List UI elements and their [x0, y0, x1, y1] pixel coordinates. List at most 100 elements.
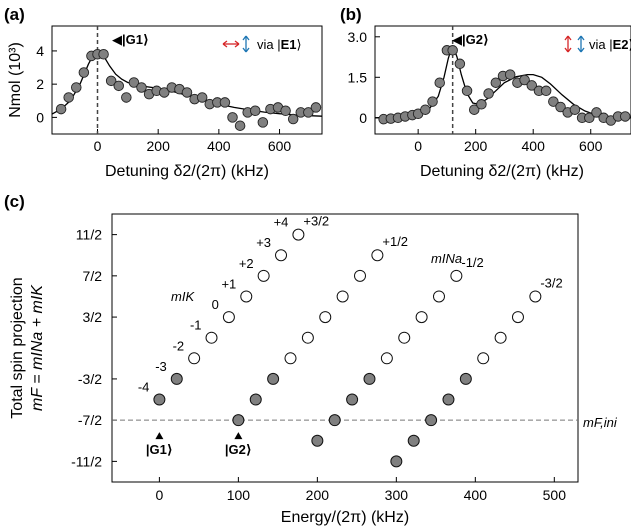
- panel-c-state-point: [232, 414, 245, 427]
- panel-c-x-tick-label: 200: [306, 487, 330, 503]
- panel-c-state-point: [284, 352, 297, 365]
- panel-a-data-point: [196, 92, 208, 103]
- panel-c-y-tick-label: -11/2: [71, 453, 102, 469]
- panel-a-y-tick-label: 4: [36, 43, 44, 59]
- panel-b-data-point: [427, 96, 438, 107]
- panel-c-plot: 0 100 200 300 400 500 11/2 7/2 3/2 -3/2 -7/2 -11/2…: [9, 213, 618, 526]
- panel-label-b: (b): [340, 5, 362, 24]
- panel-a-data-point: [78, 67, 90, 78]
- panel-b-data-point: [420, 104, 431, 115]
- panel-b-data-point: [526, 80, 538, 91]
- panel-b-x-tick-label: 600: [579, 138, 603, 154]
- panel-c-x-tick-label: 500: [543, 487, 567, 503]
- panel-c-series-label: -1/2: [461, 255, 483, 270]
- panel-c-series-label: +3/2: [303, 214, 329, 229]
- panel-b-y-tick-label: 1.5: [348, 69, 368, 85]
- panel-c-x-label: Energy/(2π) (kHz): [281, 509, 409, 526]
- panel-b-data-point: [555, 101, 566, 113]
- panel-c-y-tick-label: 3/2: [83, 309, 103, 325]
- panel-b-data-point: [504, 69, 516, 80]
- panel-c-state-point: [301, 331, 314, 344]
- panel-b-frame: [374, 25, 631, 135]
- panel-b-red-arrow-icon: [564, 35, 572, 53]
- panel-c-state-point: [267, 372, 280, 385]
- panel-c-x-tick-label: 0: [155, 487, 163, 503]
- panel-a-data-point: [121, 92, 132, 103]
- panel-c-marker-triangle-icon: [155, 432, 164, 440]
- panel-b-y-tick-label: 3.0: [348, 29, 368, 45]
- panel-a-data-point: [113, 80, 124, 92]
- panel-b-data-point: [468, 104, 480, 115]
- panel-c-state-point: [222, 311, 235, 324]
- panel-b-data-point: [519, 74, 530, 86]
- panel-a-state-label: ◀|G1⟩: [112, 32, 149, 47]
- panel-c-y-tick-label: -7/2: [78, 412, 102, 428]
- panel-c-state-point: [328, 414, 341, 427]
- panel-b-plot: 0 200 400 600 0 1.5 3.0 Detuning δ2/(2π) (kHz…: [348, 25, 631, 180]
- panel-c-series-label: -3/2: [540, 275, 562, 290]
- panel-c-state-point: [432, 290, 445, 303]
- panel-c-state-point: [425, 414, 438, 427]
- panel-b-data-point: [476, 99, 487, 110]
- panel-c-mik-label: -1: [190, 318, 202, 333]
- panel-a-data-point: [71, 82, 82, 93]
- panel-c-mik-label: +1: [221, 276, 236, 291]
- panel-b-fit-curve: [374, 46, 631, 119]
- panel-a-blue-arrow-icon: [242, 35, 250, 53]
- panel-c-state-point: [371, 249, 384, 262]
- panel-a-frame: [51, 25, 323, 135]
- panel-a-data-point: [55, 103, 67, 115]
- panel-c-state-point: [205, 331, 218, 344]
- panel-b-data-point: [591, 107, 602, 118]
- panel-c-x-tick-label: 100: [227, 487, 251, 503]
- panel-label-a: (a): [4, 5, 25, 24]
- panel-c-mik-label: -4: [138, 380, 150, 395]
- panel-a-data-point: [158, 87, 170, 98]
- panel-a-data-point: [303, 107, 314, 118]
- panel-a-red-arrow-icon: [222, 40, 240, 48]
- panel-c-marker-label: |G1⟩: [146, 442, 173, 457]
- panel-c-state-point: [275, 249, 288, 262]
- panel-b-via-label: via |E2⟩: [589, 37, 631, 52]
- panel-b-data-point: [461, 85, 473, 97]
- panel-a-data-point: [128, 77, 140, 88]
- panel-c-frame: [111, 213, 579, 483]
- panel-c-state-point: [354, 269, 367, 282]
- panel-a-plot: 0 200 400 600 0 2 4 Detuning δ2/(2π) (kHz) Nm…: [7, 25, 323, 180]
- panel-b-data-point: [548, 96, 559, 107]
- panel-c-x-tick-label: 300: [385, 487, 409, 503]
- panel-b-data-point: [447, 45, 458, 56]
- panel-c-state-point: [494, 331, 507, 344]
- panel-c-state-point: [390, 455, 403, 468]
- panel-b-x-tick-label: 0: [414, 138, 422, 154]
- panel-c-state-point: [336, 290, 349, 303]
- panel-c-state-point: [477, 352, 490, 365]
- panel-c-state-point: [346, 393, 359, 406]
- panel-a-x-label: Detuning δ2/(2π) (kHz): [105, 163, 269, 180]
- panel-a-data-point: [105, 75, 117, 87]
- panel-c-state-point: [415, 311, 428, 324]
- panel-c-state-point: [450, 269, 463, 282]
- panel-c-state-point: [459, 372, 472, 385]
- panel-a-data-point: [63, 92, 74, 103]
- panel-c-state-point: [442, 393, 455, 406]
- panel-c-y-label-line2: mF = mINa + mIK: [29, 284, 46, 411]
- panel-c-state-point: [257, 269, 270, 282]
- panel-c-series-label: +1/2: [382, 234, 408, 249]
- panel-b-x-label: Detuning δ2/(2π) (kHz): [420, 163, 584, 180]
- panel-c-state-point: [407, 434, 420, 447]
- panel-c-state-point: [311, 434, 324, 447]
- panel-c-state-point: [319, 311, 332, 324]
- panel-c-y-tick-label: 11/2: [76, 227, 102, 243]
- panel-b-blue-arrow-icon: [577, 35, 585, 53]
- panel-b-x-tick-label: 400: [522, 138, 546, 154]
- panel-c-mik-label: +4: [274, 215, 289, 230]
- panel-b-data-point: [619, 111, 631, 122]
- panel-c-state-point: [153, 393, 166, 406]
- panel-a-data-point: [136, 82, 147, 93]
- panel-c-state-point: [240, 290, 253, 303]
- panel-a-data-point: [98, 48, 109, 60]
- panel-a-x-tick-label: 200: [147, 138, 171, 154]
- panel-c-state-point: [529, 290, 542, 303]
